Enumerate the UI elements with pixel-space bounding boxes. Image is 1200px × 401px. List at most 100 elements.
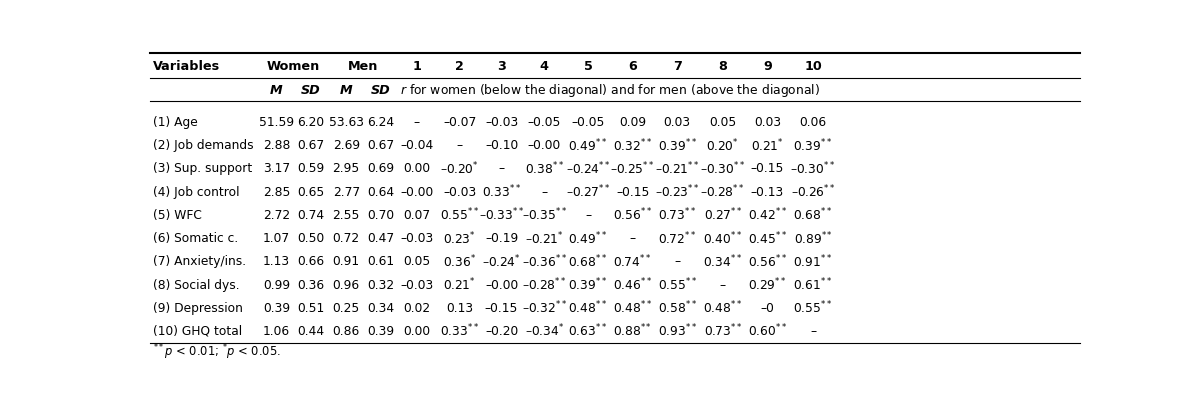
Text: 2.77: 2.77: [332, 185, 360, 198]
Text: –0: –0: [761, 301, 774, 314]
Text: M: M: [340, 84, 353, 97]
Text: 0.74: 0.74: [298, 209, 324, 221]
Text: –0.10: –0.10: [485, 139, 518, 152]
Text: 0.99: 0.99: [263, 278, 290, 291]
Text: 0.65: 0.65: [298, 185, 324, 198]
Text: 0.70: 0.70: [367, 209, 395, 221]
Text: 3.17: 3.17: [263, 162, 290, 175]
Text: (10) GHQ total: (10) GHQ total: [152, 324, 242, 337]
Text: 0.13: 0.13: [446, 301, 473, 314]
Text: 1.06: 1.06: [263, 324, 290, 337]
Text: Women: Women: [268, 60, 320, 73]
Text: 0.67: 0.67: [298, 139, 324, 152]
Text: SD: SD: [301, 84, 320, 97]
Text: 7: 7: [673, 60, 682, 73]
Text: –: –: [584, 209, 592, 221]
Text: 0.55$^{**}$: 0.55$^{**}$: [658, 276, 697, 293]
Text: 0.32$^{**}$: 0.32$^{**}$: [613, 137, 653, 154]
Text: –: –: [414, 116, 420, 129]
Text: 0.40$^{**}$: 0.40$^{**}$: [703, 230, 743, 246]
Text: 2.55: 2.55: [332, 209, 360, 221]
Text: –: –: [810, 324, 816, 337]
Text: 0.73$^{**}$: 0.73$^{**}$: [703, 322, 742, 339]
Text: –0.28$^{**}$: –0.28$^{**}$: [522, 276, 566, 293]
Text: 0.48$^{**}$: 0.48$^{**}$: [569, 299, 607, 316]
Text: 2: 2: [455, 60, 464, 73]
Text: –0.00: –0.00: [485, 278, 518, 291]
Text: (6) Somatic c.: (6) Somatic c.: [152, 231, 238, 245]
Text: 0.69: 0.69: [367, 162, 395, 175]
Text: 0.64: 0.64: [367, 185, 395, 198]
Text: –0.30$^{**}$: –0.30$^{**}$: [791, 160, 836, 177]
Text: –0.23$^{**}$: –0.23$^{**}$: [655, 183, 700, 200]
Text: –: –: [498, 162, 505, 175]
Text: –0.32$^{**}$: –0.32$^{**}$: [522, 299, 568, 316]
Text: (7) Anxiety/ins.: (7) Anxiety/ins.: [152, 255, 246, 267]
Text: –0.25$^{**}$: –0.25$^{**}$: [611, 160, 655, 177]
Text: –0.26$^{**}$: –0.26$^{**}$: [791, 183, 835, 200]
Text: –: –: [541, 185, 547, 198]
Text: –0.19: –0.19: [485, 231, 518, 245]
Text: –0.05: –0.05: [528, 116, 562, 129]
Text: 0.21$^{*}$: 0.21$^{*}$: [443, 276, 476, 293]
Text: 0.88$^{**}$: 0.88$^{**}$: [613, 322, 652, 339]
Text: Men: Men: [348, 60, 379, 73]
Text: –0.07: –0.07: [443, 116, 476, 129]
Text: 0.20$^{*}$: 0.20$^{*}$: [707, 137, 739, 154]
Text: 0.89$^{**}$: 0.89$^{**}$: [793, 230, 833, 246]
Text: 0.23$^{*}$: 0.23$^{*}$: [443, 230, 476, 246]
Text: 0.03: 0.03: [664, 116, 691, 129]
Text: 2.69: 2.69: [332, 139, 360, 152]
Text: 8: 8: [719, 60, 727, 73]
Text: 0.68$^{**}$: 0.68$^{**}$: [569, 253, 607, 269]
Text: 51.59: 51.59: [259, 116, 294, 129]
Text: 0.45$^{**}$: 0.45$^{**}$: [748, 230, 787, 246]
Text: 1.07: 1.07: [263, 231, 290, 245]
Text: 0.58$^{**}$: 0.58$^{**}$: [658, 299, 697, 316]
Text: 0.06: 0.06: [799, 116, 827, 129]
Text: (3) Sup. support: (3) Sup. support: [152, 162, 252, 175]
Text: –0.15: –0.15: [485, 301, 518, 314]
Text: –0.21$^{**}$: –0.21$^{**}$: [655, 160, 700, 177]
Text: –0.24$^{**}$: –0.24$^{**}$: [565, 160, 611, 177]
Text: (1) Age: (1) Age: [152, 116, 198, 129]
Text: 1.13: 1.13: [263, 255, 290, 267]
Text: –0.03: –0.03: [485, 116, 518, 129]
Text: –0.05: –0.05: [571, 116, 605, 129]
Text: –0.15: –0.15: [616, 185, 649, 198]
Text: Variables: Variables: [152, 60, 220, 73]
Text: 0.96: 0.96: [332, 278, 360, 291]
Text: 2.88: 2.88: [263, 139, 290, 152]
Text: (2) Job demands: (2) Job demands: [152, 139, 253, 152]
Text: 0.46$^{**}$: 0.46$^{**}$: [613, 276, 653, 293]
Text: –0.20$^{*}$: –0.20$^{*}$: [440, 160, 479, 177]
Text: 0.42$^{**}$: 0.42$^{**}$: [748, 207, 787, 223]
Text: 0.38$^{**}$: 0.38$^{**}$: [524, 160, 564, 177]
Text: –0.33$^{**}$: –0.33$^{**}$: [479, 207, 524, 223]
Text: (8) Social dys.: (8) Social dys.: [152, 278, 240, 291]
Text: 9: 9: [763, 60, 772, 73]
Text: 10: 10: [804, 60, 822, 73]
Text: –: –: [720, 278, 726, 291]
Text: 0.21$^{*}$: 0.21$^{*}$: [751, 137, 784, 154]
Text: 0.48$^{**}$: 0.48$^{**}$: [613, 299, 653, 316]
Text: –0.13: –0.13: [751, 185, 784, 198]
Text: M: M: [270, 84, 283, 97]
Text: 1: 1: [413, 60, 421, 73]
Text: 0.39: 0.39: [367, 324, 395, 337]
Text: 6: 6: [629, 60, 637, 73]
Text: 0.72$^{**}$: 0.72$^{**}$: [658, 230, 696, 246]
Text: –0.30$^{**}$: –0.30$^{**}$: [700, 160, 745, 177]
Text: 2.95: 2.95: [332, 162, 360, 175]
Text: –0.24$^{*}$: –0.24$^{*}$: [482, 253, 521, 269]
Text: –0.27$^{**}$: –0.27$^{**}$: [565, 183, 611, 200]
Text: 0.02: 0.02: [403, 301, 431, 314]
Text: 0.51: 0.51: [298, 301, 324, 314]
Text: 0.60$^{**}$: 0.60$^{**}$: [748, 322, 787, 339]
Text: 0.27$^{**}$: 0.27$^{**}$: [703, 207, 743, 223]
Text: –0.03: –0.03: [401, 231, 433, 245]
Text: (5) WFC: (5) WFC: [152, 209, 202, 221]
Text: –0.04: –0.04: [401, 139, 433, 152]
Text: 0.68$^{**}$: 0.68$^{**}$: [793, 207, 833, 223]
Text: –0.20: –0.20: [485, 324, 518, 337]
